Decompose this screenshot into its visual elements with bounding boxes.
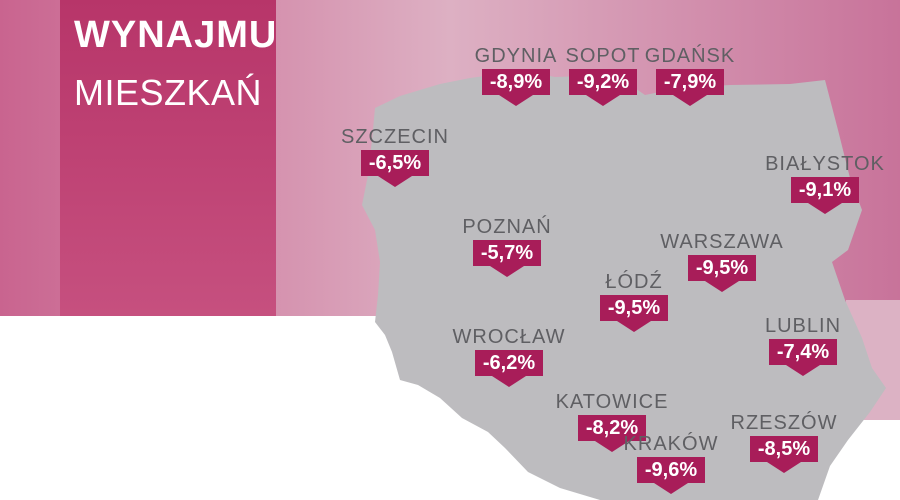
poland-map: [362, 72, 886, 500]
city-marker-sopot: SOPOT -9,2%: [528, 44, 678, 106]
city-name-rzeszow: RZESZÓW: [730, 412, 838, 434]
change-badge-warszawa: -9,5%: [687, 255, 757, 292]
city-marker-gdynia: GDYNIA -8,9%: [441, 44, 591, 106]
city-name-lublin: LUBLIN: [764, 315, 842, 337]
change-badge-poznan: -5,7%: [472, 240, 542, 277]
city-marker-gdansk: GDAŃSK -7,9%: [615, 44, 765, 106]
city-name-sopot: SOPOT: [565, 45, 641, 67]
city-name-lodz: ŁÓDŹ: [605, 271, 663, 293]
city-name-katowice: KATOWICE: [555, 391, 669, 413]
city-name-szczecin: SZCZECIN: [341, 126, 449, 148]
title-line-1: WYNAJMU: [74, 14, 278, 56]
city-marker-krakow: KRAKÓW -9,6%: [596, 432, 746, 494]
city-name-krakow: KRAKÓW: [623, 433, 719, 455]
title-panel: [60, 0, 276, 316]
change-badge-gdynia: -8,9%: [481, 69, 551, 106]
city-name-poznan: POZNAŃ: [462, 216, 552, 238]
city-marker-poznan: POZNAŃ -5,7%: [432, 215, 582, 277]
change-badge-lublin: -7,4%: [768, 339, 838, 376]
change-badge-krakow: -9,6%: [636, 457, 706, 494]
change-badge-wroclaw: -6,2%: [474, 350, 544, 387]
city-marker-lodz: ŁÓDŹ -9,5%: [559, 270, 709, 332]
city-name-bialystok: BIAŁYSTOK: [765, 153, 885, 175]
city-name-gdynia: GDYNIA: [474, 45, 558, 67]
city-name-warszawa: WARSZAWA: [660, 231, 784, 253]
city-marker-bialystok: BIAŁYSTOK -9,1%: [750, 152, 900, 214]
change-badge-bialystok: -9,1%: [790, 177, 860, 214]
city-name-wroclaw: WROCŁAW: [452, 326, 566, 348]
change-badge-lodz: -9,5%: [599, 295, 669, 332]
city-marker-rzeszow: RZESZÓW -8,5%: [709, 411, 859, 473]
change-badge-gdansk: -7,9%: [655, 69, 725, 106]
title-line-2: MIESZKAŃ: [74, 72, 263, 113]
change-badge-sopot: -9,2%: [568, 69, 638, 106]
city-marker-szczecin: SZCZECIN -6,5%: [320, 125, 470, 187]
city-marker-wroclaw: WROCŁAW -6,2%: [434, 325, 584, 387]
change-badge-szczecin: -6,5%: [360, 150, 430, 187]
city-name-gdansk: GDAŃSK: [644, 45, 736, 67]
change-badge-rzeszow: -8,5%: [749, 436, 819, 473]
city-marker-lublin: LUBLIN -7,4%: [728, 314, 878, 376]
city-marker-warszawa: WARSZAWA -9,5%: [647, 230, 797, 292]
change-badge-katowice: -8,2%: [577, 415, 647, 452]
city-marker-katowice: KATOWICE -8,2%: [537, 390, 687, 452]
